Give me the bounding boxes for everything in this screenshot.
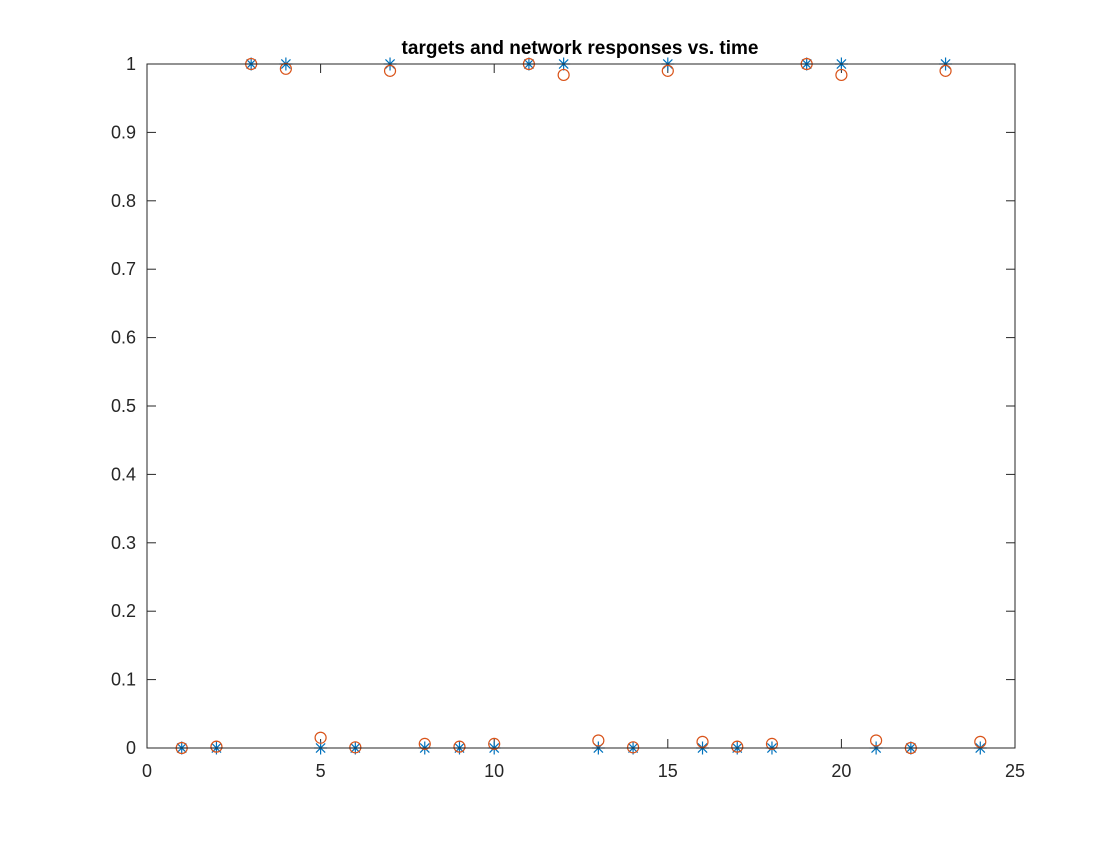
response-point xyxy=(731,740,744,753)
response-point xyxy=(626,741,640,754)
response-point xyxy=(592,734,605,747)
chart-title: targets and network responses vs. time xyxy=(402,38,759,59)
response-point xyxy=(210,740,223,753)
response-point xyxy=(453,740,466,753)
response-point xyxy=(279,62,292,75)
response-point xyxy=(696,735,709,748)
response-point xyxy=(765,737,779,750)
response-point xyxy=(870,734,883,747)
response-point xyxy=(661,64,674,77)
y-tick-label: 0.5 xyxy=(111,396,136,416)
response-point xyxy=(835,68,848,82)
response-point xyxy=(383,64,397,77)
response-point xyxy=(557,68,570,82)
x-tick-label: 5 xyxy=(316,761,326,781)
y-tick-label: 0.7 xyxy=(111,259,136,279)
response-point xyxy=(314,731,327,744)
series-1 xyxy=(175,57,987,755)
x-tick-label: 10 xyxy=(484,761,504,781)
response-point xyxy=(939,64,952,77)
x-tick-label: 20 xyxy=(831,761,851,781)
y-tick-label: 0 xyxy=(126,738,136,758)
axes-box xyxy=(146,63,1016,749)
y-tick-label: 1 xyxy=(126,54,136,74)
response-point xyxy=(974,735,987,748)
x-tick-label: 15 xyxy=(658,761,678,781)
series-0 xyxy=(175,57,987,755)
y-tick-label: 0.9 xyxy=(111,122,136,142)
ticks-layer: 0 5 10 15 20 25 0 0.1 0.2 0.3 0.4 0.5 0.6 0.7 0.8 0.9 1 xyxy=(111,54,1025,781)
y-tick-label: 0.1 xyxy=(111,670,136,690)
y-tick-label: 0.8 xyxy=(111,191,136,211)
response-point xyxy=(349,741,362,754)
y-tick-label: 0.6 xyxy=(111,328,136,348)
response-point xyxy=(488,737,501,750)
response-point xyxy=(418,737,431,750)
y-tick-label: 0.2 xyxy=(111,601,136,621)
x-tick-label: 25 xyxy=(1005,761,1025,781)
y-tick-label: 0.4 xyxy=(111,464,136,484)
x-tick-label: 0 xyxy=(142,761,152,781)
y-tick-label: 0.3 xyxy=(111,533,136,553)
marks-layer xyxy=(175,57,987,755)
